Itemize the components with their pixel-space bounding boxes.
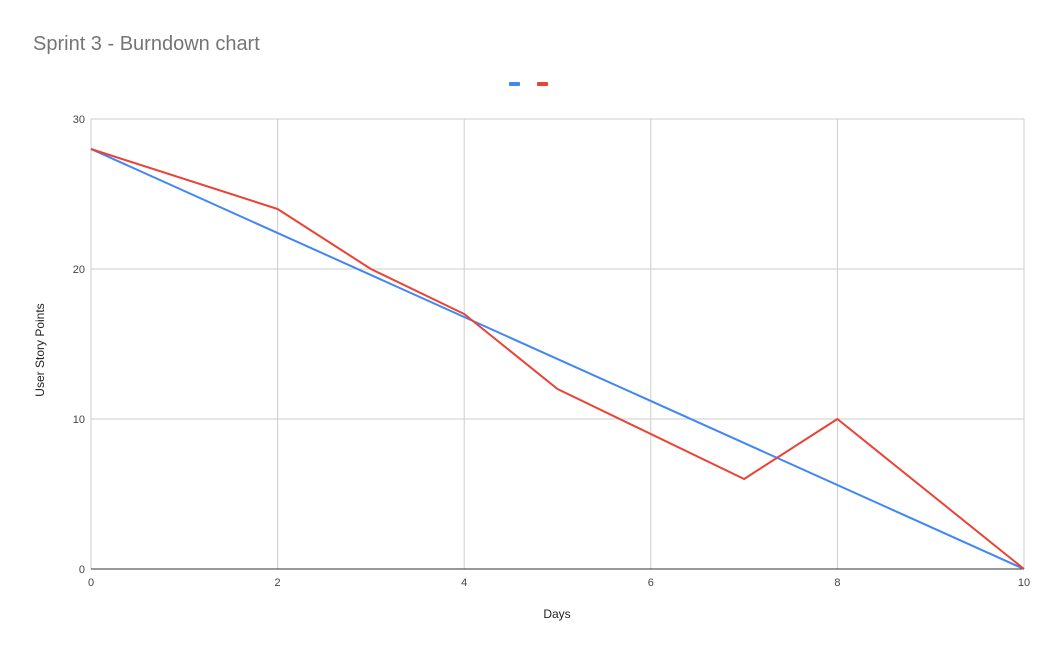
series-line-2[interactable]	[90, 148, 1025, 570]
y-tick-label: 10	[73, 414, 85, 426]
y-tick-label: 20	[73, 264, 85, 276]
x-axis-label: Days	[543, 607, 570, 621]
chart-title: Sprint 3 - Burndown chart	[33, 33, 260, 55]
y-tick-label: 0	[79, 564, 85, 576]
x-tick-label: 2	[275, 577, 281, 589]
x-tick-label: 4	[461, 577, 467, 589]
grid-layer	[90, 118, 1025, 570]
axis-layer: 0 2 4 6 8 10 0 10 20 30	[73, 114, 1030, 589]
series-layer	[90, 148, 1025, 570]
y-axis-label: User Story Points	[33, 303, 47, 396]
legend-swatch-2[interactable]	[537, 82, 548, 86]
x-tick-label: 0	[88, 577, 94, 589]
legend[interactable]	[509, 82, 548, 86]
y-tick-label: 30	[73, 114, 85, 126]
x-tick-label: 10	[1018, 577, 1030, 589]
legend-swatch-1[interactable]	[509, 82, 520, 86]
x-tick-label: 6	[648, 577, 654, 589]
x-tick-label: 8	[834, 577, 840, 589]
series-line-1[interactable]	[90, 148, 1025, 570]
